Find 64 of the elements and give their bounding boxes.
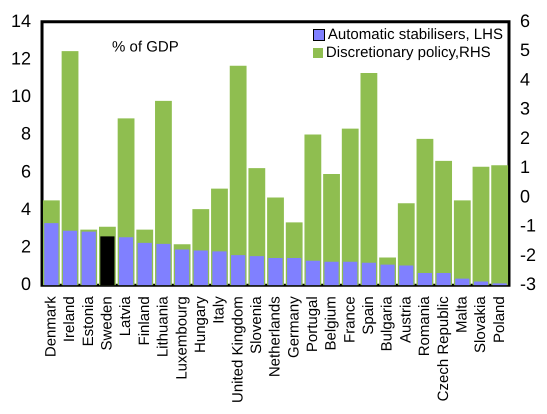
bar bbox=[455, 278, 470, 286]
x-tick-label: Luxembourg bbox=[173, 296, 190, 380]
x-tick-label: Lithuania bbox=[154, 296, 172, 358]
y-tick-label: 2 bbox=[21, 236, 32, 257]
x-tick-label: Austria bbox=[397, 296, 414, 343]
x-tick-label: Ireland bbox=[61, 296, 78, 342]
bar bbox=[399, 266, 414, 286]
y-tick-label: 10 bbox=[10, 86, 32, 106]
legend-label: Discretionary policy,RHS bbox=[326, 44, 491, 62]
y-tick-label: 4 bbox=[21, 198, 32, 219]
bar bbox=[472, 166, 490, 286]
y2-tick-label: 4 bbox=[520, 69, 530, 90]
bar bbox=[324, 262, 339, 286]
x-tick-label: Portugal bbox=[304, 296, 322, 352]
bar bbox=[250, 256, 264, 286]
y-tick-label: 0 bbox=[21, 274, 32, 294]
x-tick-label: Denmark bbox=[42, 296, 60, 358]
bar bbox=[118, 237, 134, 286]
x-tick-label: Slovenia bbox=[248, 296, 265, 354]
x-tick-label: Germany bbox=[285, 296, 302, 358]
bar bbox=[343, 262, 358, 286]
x-tick-label: Belgium bbox=[322, 296, 340, 350]
y-tick-label: 12 bbox=[10, 48, 32, 68]
annotation: % of GDP bbox=[112, 38, 179, 56]
x-tick-label: Slovakia bbox=[472, 296, 490, 353]
bar bbox=[418, 273, 432, 286]
y2-tick-label: 1 bbox=[520, 157, 530, 178]
y2-tick-label: 0 bbox=[520, 186, 530, 206]
x-tick-label: Italy bbox=[210, 296, 228, 324]
x-tick-label: Spain bbox=[360, 296, 378, 335]
y2-tick-label: -2 bbox=[520, 244, 536, 265]
x-tick-label: Latvia bbox=[117, 296, 134, 336]
x-tick-label: Czech Republic bbox=[434, 296, 452, 402]
bar bbox=[306, 260, 320, 286]
bar bbox=[436, 273, 451, 286]
y2-tick-label: 3 bbox=[520, 98, 530, 119]
y-tick-label: 14 bbox=[10, 10, 32, 31]
bar bbox=[62, 230, 78, 286]
x-tick-label: France bbox=[341, 296, 358, 343]
y2-tick-label: 5 bbox=[520, 40, 530, 60]
x-tick-label: Malta bbox=[453, 296, 470, 333]
y2-tick-label: -3 bbox=[520, 274, 536, 294]
x-tick-label: Romania bbox=[416, 296, 434, 356]
x-tick-label: Bulgaria bbox=[378, 296, 396, 352]
bar bbox=[268, 258, 283, 286]
bar bbox=[156, 244, 171, 286]
x-tick-label: Netherlands bbox=[266, 296, 284, 378]
x-tick-label: Hungary bbox=[192, 296, 209, 353]
bar bbox=[454, 200, 471, 286]
legend-label: Automatic stabilisers, LHS bbox=[328, 26, 503, 44]
x-tick-label: Finland bbox=[136, 296, 153, 346]
bar bbox=[362, 262, 376, 286]
y2-tick-label: 6 bbox=[520, 10, 530, 31]
bar bbox=[231, 255, 246, 286]
bar bbox=[491, 165, 508, 286]
y2-tick-label: 2 bbox=[520, 128, 530, 148]
x-tick-label: Sweden bbox=[98, 296, 116, 350]
x-tick-label: United Kingdom bbox=[229, 296, 246, 404]
y-tick-label: 8 bbox=[21, 124, 32, 144]
y-tick-label: 6 bbox=[21, 161, 32, 182]
y2-tick-label: -1 bbox=[520, 216, 536, 236]
bar bbox=[474, 282, 488, 286]
x-tick-label: Estonia bbox=[80, 296, 97, 346]
x-tick-label: Poland bbox=[490, 296, 508, 343]
